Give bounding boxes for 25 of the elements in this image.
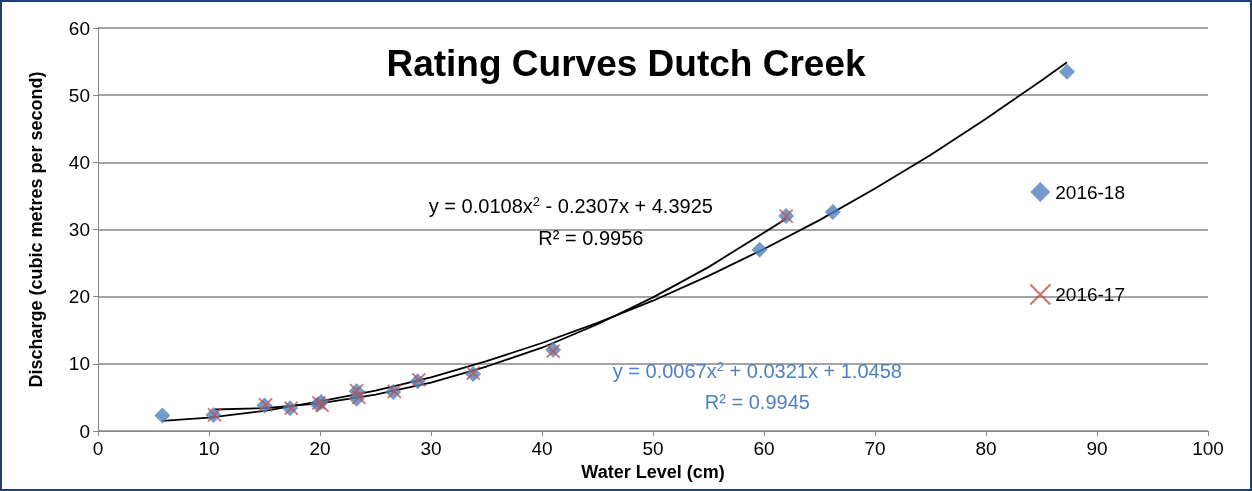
y-tick-label: 0 — [79, 420, 90, 442]
x-tick-label: 60 — [753, 438, 775, 459]
y-tick-label: 20 — [68, 286, 90, 308]
annotation: R² = 0.9945 — [704, 390, 810, 413]
chart-title: Rating Curves Dutch Creek — [386, 43, 866, 84]
y-axis-title: Discharge (cubic metres per second) — [26, 71, 46, 388]
x-tick-label: 90 — [1086, 438, 1108, 459]
x-tick-label: 20 — [309, 438, 331, 459]
legend-label: 2016-18 — [1055, 181, 1126, 203]
x-tick-label: 100 — [1192, 438, 1224, 459]
x-tick-label: 0 — [92, 438, 104, 459]
y-tick-label: 60 — [68, 17, 90, 39]
x-tick-label: 40 — [531, 438, 553, 459]
x-tick-label: 50 — [642, 438, 664, 459]
x-axis-title: Water Level (cm) — [581, 461, 725, 482]
y-tick-label: 40 — [68, 151, 90, 173]
y-tick-label: 30 — [68, 219, 90, 240]
annotation: R² = 0.9956 — [538, 226, 644, 249]
y-tick-label: 50 — [68, 84, 90, 106]
x-tick-label: 70 — [864, 438, 886, 459]
x-tick-label: 30 — [420, 438, 442, 459]
x-tick-label: 10 — [198, 438, 220, 459]
x-tick-label: 80 — [975, 438, 997, 459]
y-tick-label: 10 — [68, 353, 90, 375]
legend-label: 2016-17 — [1055, 284, 1126, 305]
